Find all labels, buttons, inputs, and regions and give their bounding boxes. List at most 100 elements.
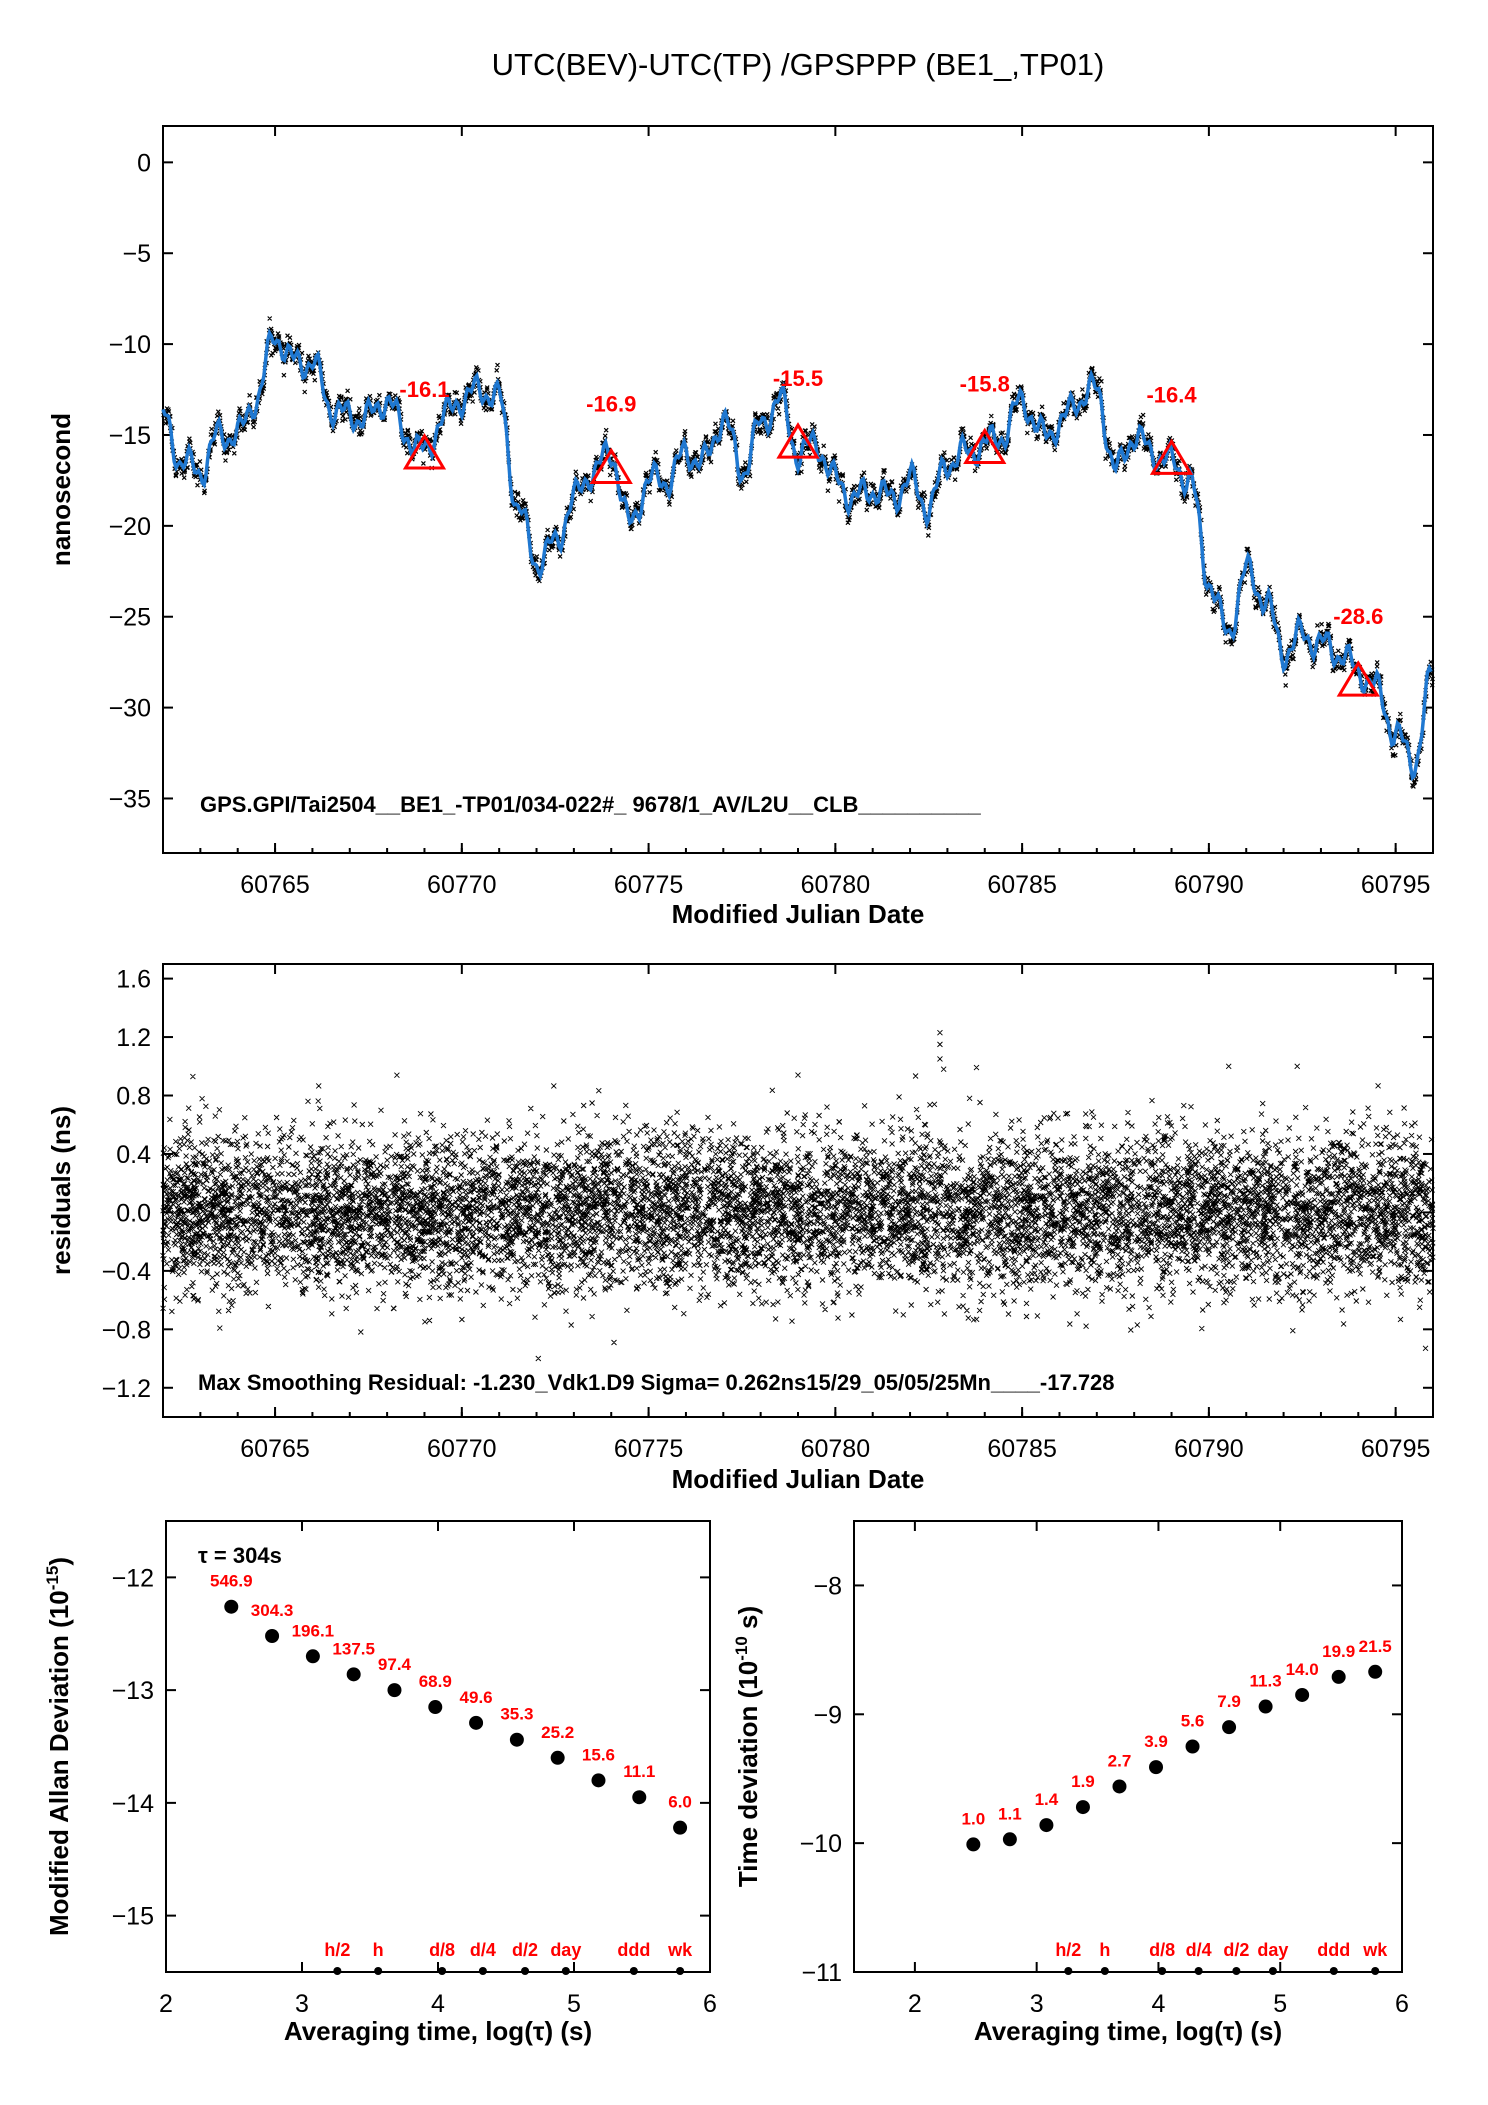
interval-label: d/2: [512, 1940, 538, 1960]
stability-point: [550, 1750, 565, 1765]
x-tick-label: 2: [908, 1990, 922, 2018]
x-tick-label: 6: [1395, 1990, 1409, 2018]
point-label: 546.9: [210, 1572, 253, 1591]
interval-label: day: [550, 1940, 581, 1960]
interval-label: ddd: [617, 1940, 650, 1960]
smoothed-series-line: [161, 328, 1433, 782]
stability-point: [1112, 1779, 1127, 1794]
x-tick-label: 60795: [1361, 871, 1431, 899]
y-tick-label: −15: [112, 1903, 154, 1931]
point-label: 14.0: [1286, 1660, 1319, 1679]
stability-point: [224, 1599, 239, 1614]
interval-marker: [561, 1967, 570, 1975]
interval-marker: [521, 1967, 530, 1975]
interval-marker: [1329, 1967, 1338, 1975]
stability-point: [1075, 1800, 1090, 1815]
stability-point: [1039, 1818, 1054, 1833]
x-tick-label: 4: [1151, 1990, 1165, 2018]
y-tick-label: 1.2: [116, 1024, 151, 1052]
x-tick-label: 2: [159, 1990, 173, 2018]
x-tick-label: 3: [295, 1990, 309, 2018]
point-label: 304.3: [251, 1601, 294, 1620]
y-axis-label: residuals (ns): [46, 1106, 76, 1275]
point-label: 97.4: [378, 1655, 412, 1674]
y-tick-label: −9: [813, 1701, 842, 1729]
stability-point: [1368, 1664, 1383, 1679]
interval-marker: [1100, 1967, 1109, 1975]
interval-marker: [1268, 1967, 1277, 1975]
interval-label: wk: [667, 1940, 693, 1960]
x-axis-label: Modified Julian Date: [672, 899, 925, 929]
point-label: 7.9: [1217, 1692, 1241, 1711]
stability-point: [1222, 1720, 1237, 1735]
interval-label: d/2: [1223, 1940, 1249, 1960]
x-axis-label: Averaging time, log(τ) (s): [284, 2016, 592, 2046]
y-axis-label-end: s): [733, 1606, 763, 1636]
point-label: 11.3: [1250, 1672, 1282, 1691]
y-axis-label-main: Time deviation (10: [733, 1661, 763, 1887]
interval-marker: [1371, 1967, 1380, 1975]
point-label: 1.0: [962, 1809, 986, 1828]
x-tick-label: 6: [703, 1990, 717, 2018]
y-tick-label: −1.2: [102, 1375, 151, 1403]
time-deviation-panel: 2 3 4 5 6 −8 −9 −10 −11 1.0 1.1 1.4 1.9 2.7 3.9 5.6 7.9 1…: [732, 1520, 1409, 2046]
y-tick-label: −5: [122, 240, 151, 268]
y-tick-label: 0.8: [116, 1083, 151, 1111]
stability-point: [1002, 1832, 1017, 1847]
marker-label: -16.4: [1146, 382, 1197, 407]
y-tick-label: −10: [800, 1830, 842, 1858]
y-tick-label: 0.0: [116, 1199, 151, 1227]
marker-label: -28.6: [1333, 604, 1383, 629]
plot-frame: [162, 125, 1434, 854]
y-tick-label: −8: [813, 1572, 842, 1600]
y-axis-label: nanosecond: [46, 413, 76, 566]
tau-note: τ = 304s: [198, 1543, 282, 1568]
y-tick-label: −11: [801, 1959, 842, 1987]
marker-label: -15.5: [773, 366, 823, 391]
x-tick-label: 60785: [987, 1435, 1057, 1463]
point-label: 1.9: [1071, 1772, 1095, 1791]
x-tick-label: 60765: [240, 1435, 310, 1463]
marker-label: -15.8: [960, 372, 1010, 397]
interval-label: d/4: [1186, 1940, 1212, 1960]
interval-label: day: [1257, 1940, 1288, 1960]
y-axis-label-exponent: -15: [43, 1566, 62, 1591]
page-title: UTC(BEV)-UTC(TP) /GPSPPP (BE1_,TP01): [492, 47, 1105, 82]
stability-point: [1331, 1669, 1346, 1684]
interval-label: h: [373, 1940, 384, 1960]
stability-point: [1185, 1739, 1200, 1754]
stability-point: [387, 1683, 402, 1698]
interval-label: d/8: [1149, 1940, 1175, 1960]
y-axis-label-main: Modified Allan Deviation (10: [44, 1590, 74, 1936]
y-axis-label: Time deviation (10-10 s): [732, 1606, 763, 1887]
x-tick-label: 60785: [987, 871, 1057, 899]
interval-label: h/2: [324, 1940, 350, 1960]
interval-marker: [333, 1967, 342, 1975]
mod-allan-panel: 2 3 4 5 6 −12 −13 −14 −15 546.9 304.3196.1137.597.…: [43, 1520, 717, 2046]
x-tick-label: 60790: [1174, 1435, 1244, 1463]
interval-marker: [478, 1967, 487, 1975]
y-tick-label: −0.8: [102, 1316, 151, 1344]
x-tick-label: 60780: [801, 871, 871, 899]
residual-annotation: Max Smoothing Residual: -1.230_Vdk1.D9 S…: [198, 1370, 1115, 1395]
y-tick-label: −10: [109, 331, 151, 359]
x-tick-label: 60775: [614, 1435, 684, 1463]
x-tick-label: 60780: [801, 1435, 871, 1463]
point-label: 49.6: [460, 1688, 493, 1707]
y-tick-label: −13: [112, 1677, 154, 1705]
stability-point: [1258, 1699, 1273, 1714]
point-label: 1.4: [1035, 1790, 1059, 1809]
x-tick-label: 60775: [614, 871, 684, 899]
interval-marker: [1158, 1967, 1167, 1975]
plot-frame: [853, 1520, 1403, 1973]
marker-label: -16.1: [399, 377, 449, 402]
y-tick-label: 0.4: [116, 1141, 151, 1169]
time-series-panel: 60765 60770 60775 60780 60785 60790 60795 0 −5 −1…: [46, 125, 1435, 929]
interval-marker: [1064, 1967, 1073, 1975]
point-label: 2.7: [1108, 1751, 1132, 1770]
triangle-marker: [589, 447, 633, 485]
x-tick-label: 60790: [1174, 871, 1244, 899]
x-tick-label: 60770: [427, 1435, 497, 1463]
interval-label: ddd: [1317, 1940, 1350, 1960]
x-tick-label: 4: [431, 1990, 445, 2018]
